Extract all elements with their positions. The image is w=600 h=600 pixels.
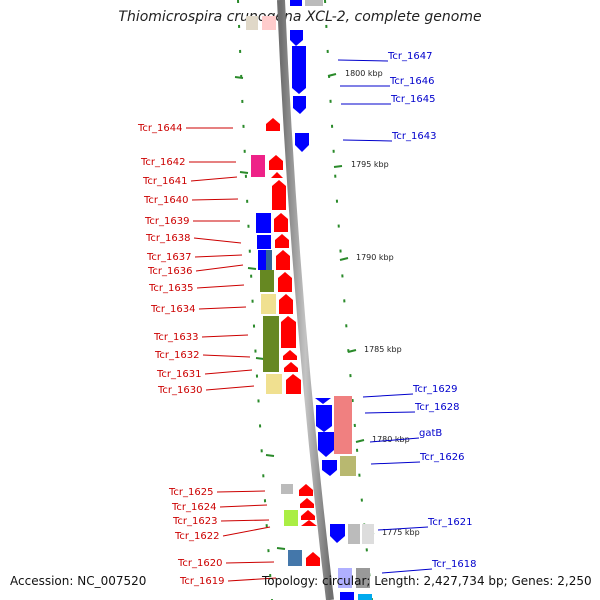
gene-label-left: Tcr_1631 <box>156 369 201 380</box>
gene-label-left: Tcr_1624 <box>171 502 216 513</box>
gene-label-left: Tcr_1637 <box>146 252 191 263</box>
leader-line <box>191 198 239 201</box>
minus-strand-genes <box>246 16 320 566</box>
gene-label-left: Tcr_1620 <box>177 558 222 569</box>
gene-label-right: gatB <box>419 428 442 439</box>
gene-label-left: Tcr_1633 <box>153 332 198 343</box>
leader-line <box>201 334 249 338</box>
leader-line <box>337 59 389 62</box>
leader-line <box>369 437 420 443</box>
leader-line <box>190 176 238 182</box>
leader-line <box>198 306 247 310</box>
inner-guide <box>237 0 273 600</box>
kbp-label: 1790 kbp <box>356 253 394 262</box>
gene-label-right: Tcr_1646 <box>389 76 434 87</box>
leader-line <box>222 526 271 537</box>
gene-label-right: Tcr_1629 <box>412 384 457 395</box>
leader-line <box>377 526 429 531</box>
kbp-ticks <box>234 73 375 550</box>
leader-line <box>364 411 416 414</box>
leader-line <box>362 393 414 398</box>
gene-label-left: Tcr_1640 <box>143 195 188 206</box>
gene-label-left: Tcr_1619 <box>179 576 224 587</box>
leader-line <box>225 561 275 564</box>
gene-label-left: Tcr_1642 <box>140 157 185 168</box>
gene-label-right: Tcr_1626 <box>419 452 464 463</box>
right-gene-labels: Tcr_1647 Tcr_1646 Tcr_1645 Tcr_1643 Tcr_1629… <box>337 51 476 574</box>
gene-label-right: Tcr_1647 <box>387 51 432 62</box>
leader-line <box>216 490 266 493</box>
gene-label-right: Tcr_1618 <box>431 559 476 570</box>
summary-text: Topology: circular; Length: 2,427,734 bp… <box>262 574 592 588</box>
gene-label-left: Tcr_1634 <box>150 304 195 315</box>
leader-line <box>342 139 393 142</box>
kbp-labels: 1800 kbp 1795 kbp 1790 kbp 1785 kbp 1780 kbp… <box>345 69 420 537</box>
kbp-label: 1780 kbp <box>372 435 410 444</box>
leader-line <box>220 519 270 522</box>
leader-line <box>204 369 253 375</box>
leader-line <box>227 577 277 582</box>
leader-line <box>196 284 245 289</box>
genome-backbone <box>277 0 334 600</box>
gene-label-right: Tcr_1645 <box>390 94 435 105</box>
plus-strand-genes <box>290 0 374 600</box>
leader-line <box>205 385 255 391</box>
leader-line <box>194 254 243 258</box>
map-title: Thiomicrospira crunogena XCL-2, complete… <box>118 9 482 25</box>
gene-label-right: Tcr_1628 <box>414 402 459 413</box>
gene-label-left: Tcr_1638 <box>145 233 190 244</box>
kbp-label: 1785 kbp <box>364 345 402 354</box>
gene-label-left: Tcr_1630 <box>157 385 202 396</box>
kbp-label: 1775 kbp <box>382 528 420 537</box>
gene-label-left: Tcr_1635 <box>148 283 193 294</box>
kbp-label: 1795 kbp <box>351 160 389 169</box>
gene-label-left: Tcr_1641 <box>142 176 187 187</box>
gene-label-left: Tcr_1623 <box>172 516 217 527</box>
leader-line <box>202 354 251 358</box>
left-gene-labels: Tcr_1644 Tcr_1642 Tcr_1641 Tcr_1640 Tcr_1639… <box>137 123 277 587</box>
gene-label-left: Tcr_1644 <box>137 123 182 134</box>
leader-line <box>195 264 244 272</box>
gene-label-left: Tcr_1639 <box>144 216 189 227</box>
gene-label-left: Tcr_1625 <box>168 487 213 498</box>
gene-label-left: Tcr_1636 <box>147 266 192 277</box>
leader-line <box>219 504 268 508</box>
gene-label-left: Tcr_1622 <box>174 531 219 542</box>
gene-label-right: Tcr_1621 <box>427 517 472 528</box>
leader-line <box>193 237 242 244</box>
leader-line <box>381 568 433 574</box>
kbp-label: 1800 kbp <box>345 69 383 78</box>
gene-label-left: Tcr_1632 <box>154 350 199 361</box>
outer-guide <box>324 0 373 600</box>
gene-label-right: Tcr_1643 <box>391 131 436 142</box>
leader-line <box>370 461 421 465</box>
accession-text: Accession: NC_007520 <box>10 574 147 588</box>
